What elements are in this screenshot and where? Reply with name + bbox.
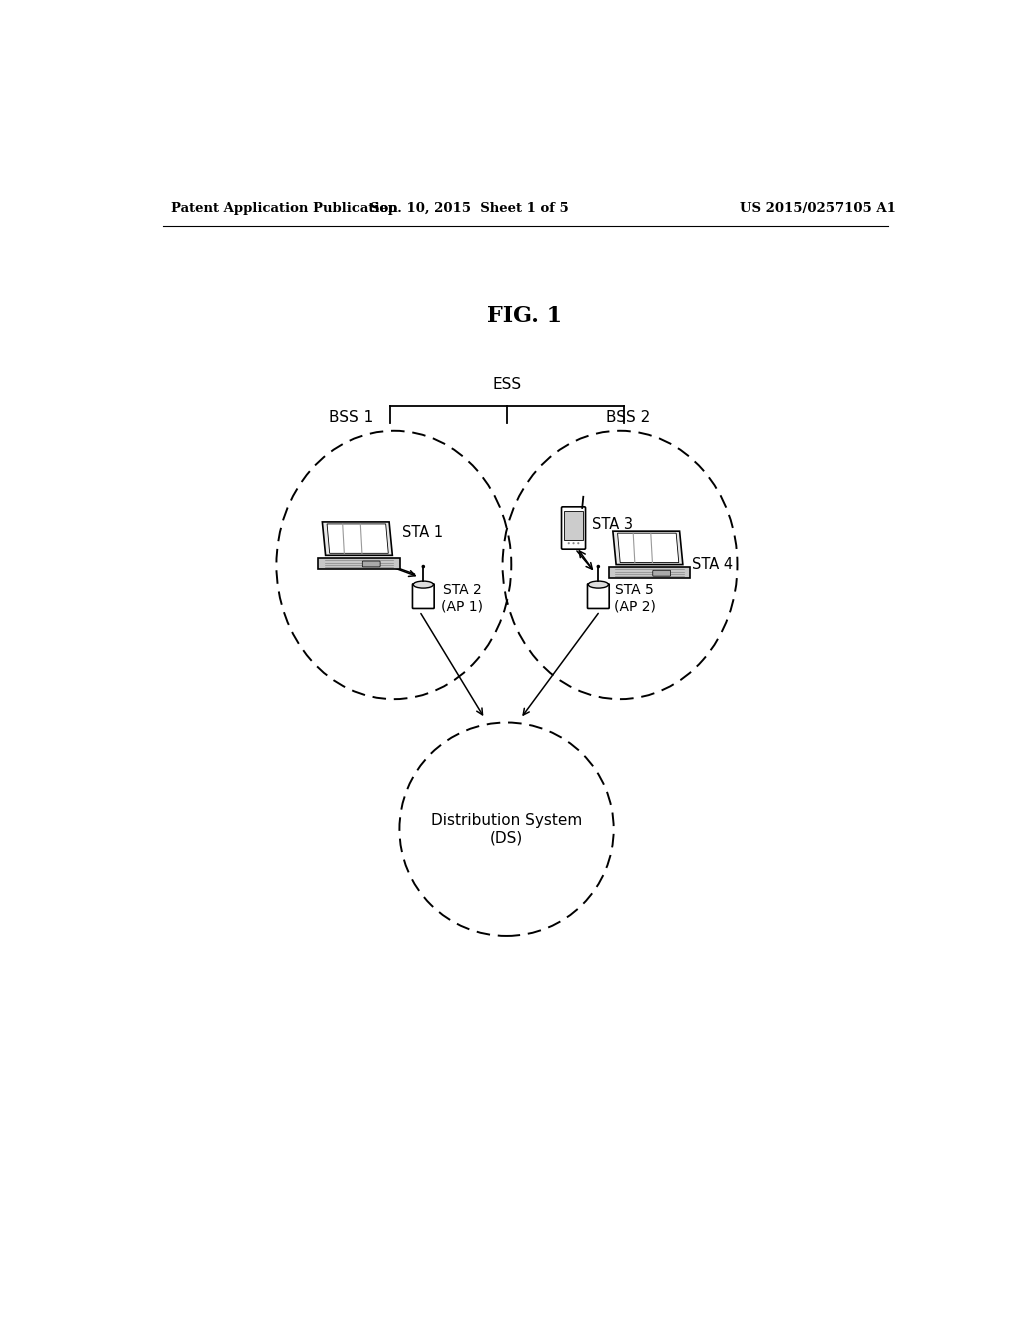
Polygon shape — [609, 568, 690, 578]
Polygon shape — [318, 558, 399, 569]
Text: STA 1: STA 1 — [401, 525, 442, 540]
Text: Distribution System
(DS): Distribution System (DS) — [431, 813, 583, 845]
Text: ESS: ESS — [493, 378, 521, 392]
Text: STA 4: STA 4 — [692, 557, 733, 573]
Polygon shape — [327, 524, 388, 553]
FancyBboxPatch shape — [561, 507, 586, 549]
Text: STA 5
(AP 2): STA 5 (AP 2) — [613, 583, 655, 614]
FancyBboxPatch shape — [413, 583, 434, 609]
Text: US 2015/0257105 A1: US 2015/0257105 A1 — [739, 202, 896, 215]
Circle shape — [578, 543, 580, 544]
Circle shape — [572, 543, 574, 544]
FancyBboxPatch shape — [652, 570, 671, 576]
FancyBboxPatch shape — [564, 511, 583, 540]
Text: STA 3: STA 3 — [592, 516, 633, 532]
Ellipse shape — [588, 581, 608, 589]
Text: FIG. 1: FIG. 1 — [487, 305, 562, 327]
FancyBboxPatch shape — [362, 561, 380, 566]
Polygon shape — [323, 521, 392, 556]
Circle shape — [422, 565, 425, 569]
Text: BSS 2: BSS 2 — [605, 409, 650, 425]
Circle shape — [567, 543, 569, 544]
FancyBboxPatch shape — [588, 583, 609, 609]
Text: BSS 1: BSS 1 — [329, 409, 374, 425]
Text: Patent Application Publication: Patent Application Publication — [171, 202, 397, 215]
Polygon shape — [617, 533, 679, 562]
Circle shape — [597, 565, 600, 569]
Polygon shape — [612, 531, 683, 565]
Ellipse shape — [414, 581, 433, 589]
Text: STA 2
(AP 1): STA 2 (AP 1) — [441, 583, 483, 614]
Text: Sep. 10, 2015  Sheet 1 of 5: Sep. 10, 2015 Sheet 1 of 5 — [370, 202, 568, 215]
